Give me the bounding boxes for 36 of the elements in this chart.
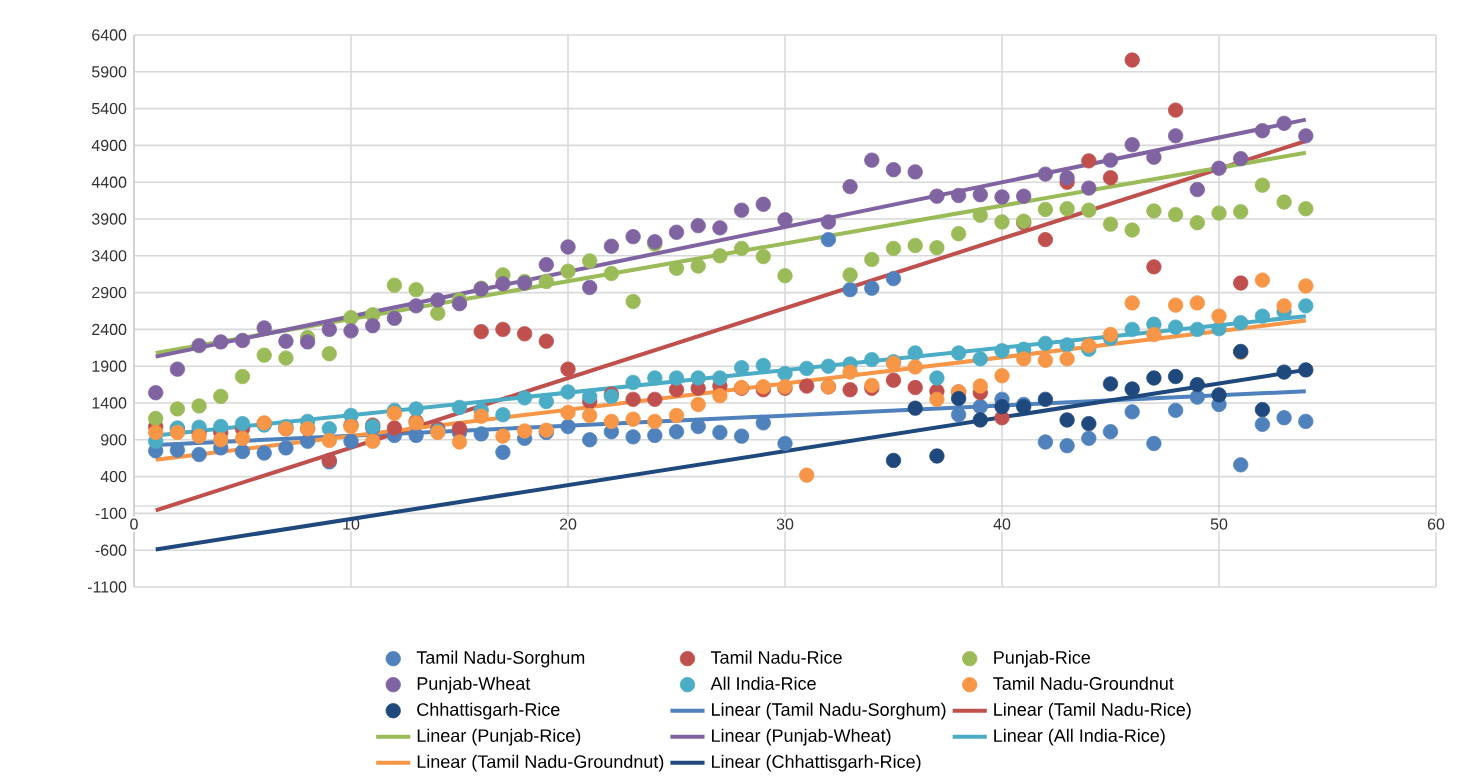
y-tick-label: 2400 [92, 323, 127, 336]
y-tick-label: 2900 [92, 286, 127, 299]
x-tick-label: 0 [130, 518, 138, 530]
legend-label: Tamil Nadu-Groundnut [993, 676, 1174, 690]
x-tick-label: 40 [993, 518, 1011, 530]
y-tick-label: 4900 [91, 139, 127, 152]
y-tick-label: 900 [101, 434, 127, 446]
y-tick-label: 3900 [91, 213, 127, 225]
y-tick-label: 5400 [91, 102, 127, 115]
y-tick-label: -600 [95, 544, 127, 556]
y-tick-label: 1900 [92, 360, 127, 372]
y-tick-label: 1400 [92, 397, 127, 409]
legend-label: Punjab-Rice [994, 650, 1091, 668]
y-tick-label: -100 [95, 507, 127, 520]
legend-label: Punjab-Wheat [417, 676, 531, 694]
y-tick-label: 6400 [92, 29, 127, 41]
y-tick-label: 400 [100, 470, 127, 483]
legend-label: Linear (Punjab-Wheat) [712, 728, 891, 746]
y-tick-label: 5900 [91, 66, 127, 78]
legend-label: All India-Rice [710, 676, 816, 690]
legend-label: Linear (Tamil Nadu-Groundnut) [417, 754, 664, 772]
x-tick-label: 30 [776, 518, 794, 530]
legend-label: Linear (All India-Rice) [994, 728, 1165, 746]
x-tick-label: 60 [1427, 518, 1445, 530]
x-tick-label: 20 [559, 518, 577, 530]
legend-label: Tamil Nadu-Sorghum [416, 650, 585, 668]
y-tick-label: 4400 [91, 176, 127, 188]
legend-label: Linear (Punjab-Rice) [417, 728, 581, 746]
legend-label: Tamil Nadu-Rice [710, 650, 842, 664]
y-tick-label: -1100 [87, 581, 127, 593]
x-tick-label: 50 [1210, 518, 1228, 530]
legend-label: Linear (Tamil Nadu-Sorghum) [712, 702, 946, 720]
legend-label: Linear (Chhattisgarh-Rice) [712, 754, 921, 772]
legend-label: Linear (Tamil Nadu-Rice) [994, 702, 1191, 720]
legend-label: Chhattisgarh-Rice [417, 702, 560, 720]
y-tick-label: 3400 [91, 250, 127, 262]
